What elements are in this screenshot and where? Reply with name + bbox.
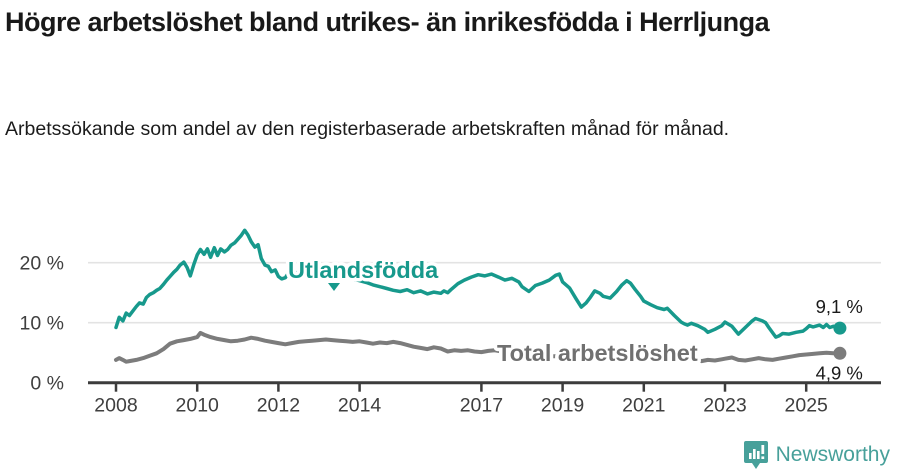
x-tick-label-2023: 2023 (703, 395, 746, 417)
exclamation-dot (761, 456, 764, 459)
chart-title: Högre arbetslöshet bland utrikes- än inr… (5, 7, 770, 37)
chart-subtitle: Arbetssökande som andel av den registerb… (5, 118, 730, 140)
bubble-shape (743, 441, 768, 469)
newsworthy-logo-text: Newsworthy (775, 443, 890, 466)
series-label-pointer-0 (328, 283, 340, 291)
series-line-1 (114, 330, 842, 364)
x-tick-label-2010: 2010 (176, 395, 220, 417)
series-label-0: Utlandsfödda (288, 257, 439, 283)
newsworthy-bubble-icon (743, 441, 768, 469)
series-end-dot-0 (833, 321, 847, 335)
bar-medium (752, 449, 756, 459)
series-end-dot-1 (833, 346, 847, 360)
x-tick-label-2017: 2017 (460, 395, 503, 417)
x-tick-label-2008: 2008 (94, 395, 137, 417)
x-tick-label-2012: 2012 (257, 395, 300, 417)
x-tick-label-2021: 2021 (622, 395, 665, 417)
series-end-value-0: 9,1 % (816, 296, 863, 317)
x-tick-label-2019: 2019 (541, 395, 584, 417)
x-tick-label-2025: 2025 (785, 395, 829, 417)
bar-small (748, 453, 752, 459)
series-label-1: Total arbetslöshet (497, 340, 698, 366)
bar-large (756, 451, 760, 459)
series-end-value-1: 4,9 % (816, 362, 863, 383)
y-tick-label-0: 0 % (30, 373, 64, 395)
newsworthy-logo[interactable]: Newsworthy (743, 440, 890, 470)
x-tick-label-2014: 2014 (338, 395, 382, 417)
y-tick-label-10: 10 % (20, 313, 64, 335)
y-tick-label-20: 20 % (20, 253, 64, 275)
exclamation-bar (761, 445, 764, 454)
series-line-0 (114, 228, 842, 339)
